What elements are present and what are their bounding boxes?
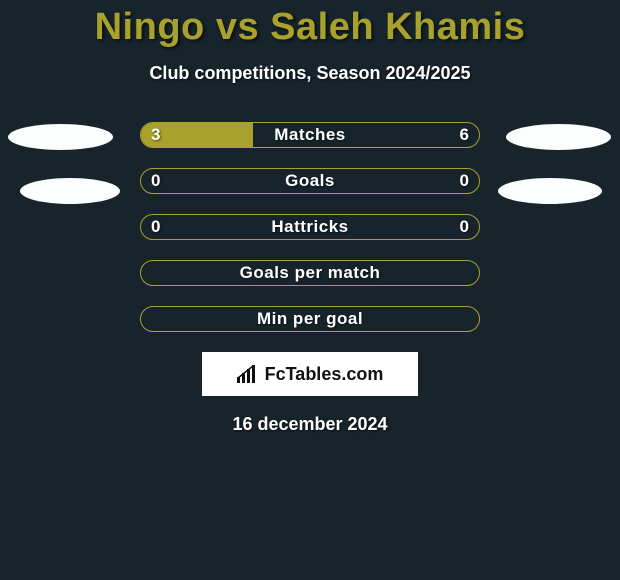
- stats-container: 3Matches60Goals00Hattricks0Goals per mat…: [0, 122, 620, 332]
- stat-row: 0Goals0: [140, 168, 480, 194]
- bar-chart-icon: [237, 365, 259, 383]
- logo-text: FcTables.com: [265, 364, 384, 385]
- placeholder-ellipse: [20, 178, 120, 204]
- subtitle: Club competitions, Season 2024/2025: [0, 63, 620, 84]
- date-text: 16 december 2024: [0, 414, 620, 435]
- player-left-name: Ningo: [95, 6, 205, 48]
- stat-right-value: 6: [460, 123, 469, 147]
- stat-label: Goals per match: [141, 261, 479, 285]
- stat-right-value: 0: [460, 215, 469, 239]
- placeholder-ellipse: [498, 178, 602, 204]
- stat-label: Goals: [141, 169, 479, 193]
- stat-row: 3Matches6: [140, 122, 480, 148]
- logo-badge: FcTables.com: [202, 352, 418, 396]
- page-title: Ningo vs Saleh Khamis: [0, 0, 620, 49]
- stat-label: Hattricks: [141, 215, 479, 239]
- stat-row: Min per goal: [140, 306, 480, 332]
- stat-row: Goals per match: [140, 260, 480, 286]
- placeholder-ellipse: [506, 124, 611, 150]
- stat-label: Min per goal: [141, 307, 479, 331]
- stat-row: 0Hattricks0: [140, 214, 480, 240]
- stat-right-value: 0: [460, 169, 469, 193]
- vs-text: vs: [216, 6, 259, 48]
- stat-label: Matches: [141, 123, 479, 147]
- player-right-name: Saleh Khamis: [270, 6, 525, 48]
- placeholder-ellipse: [8, 124, 113, 150]
